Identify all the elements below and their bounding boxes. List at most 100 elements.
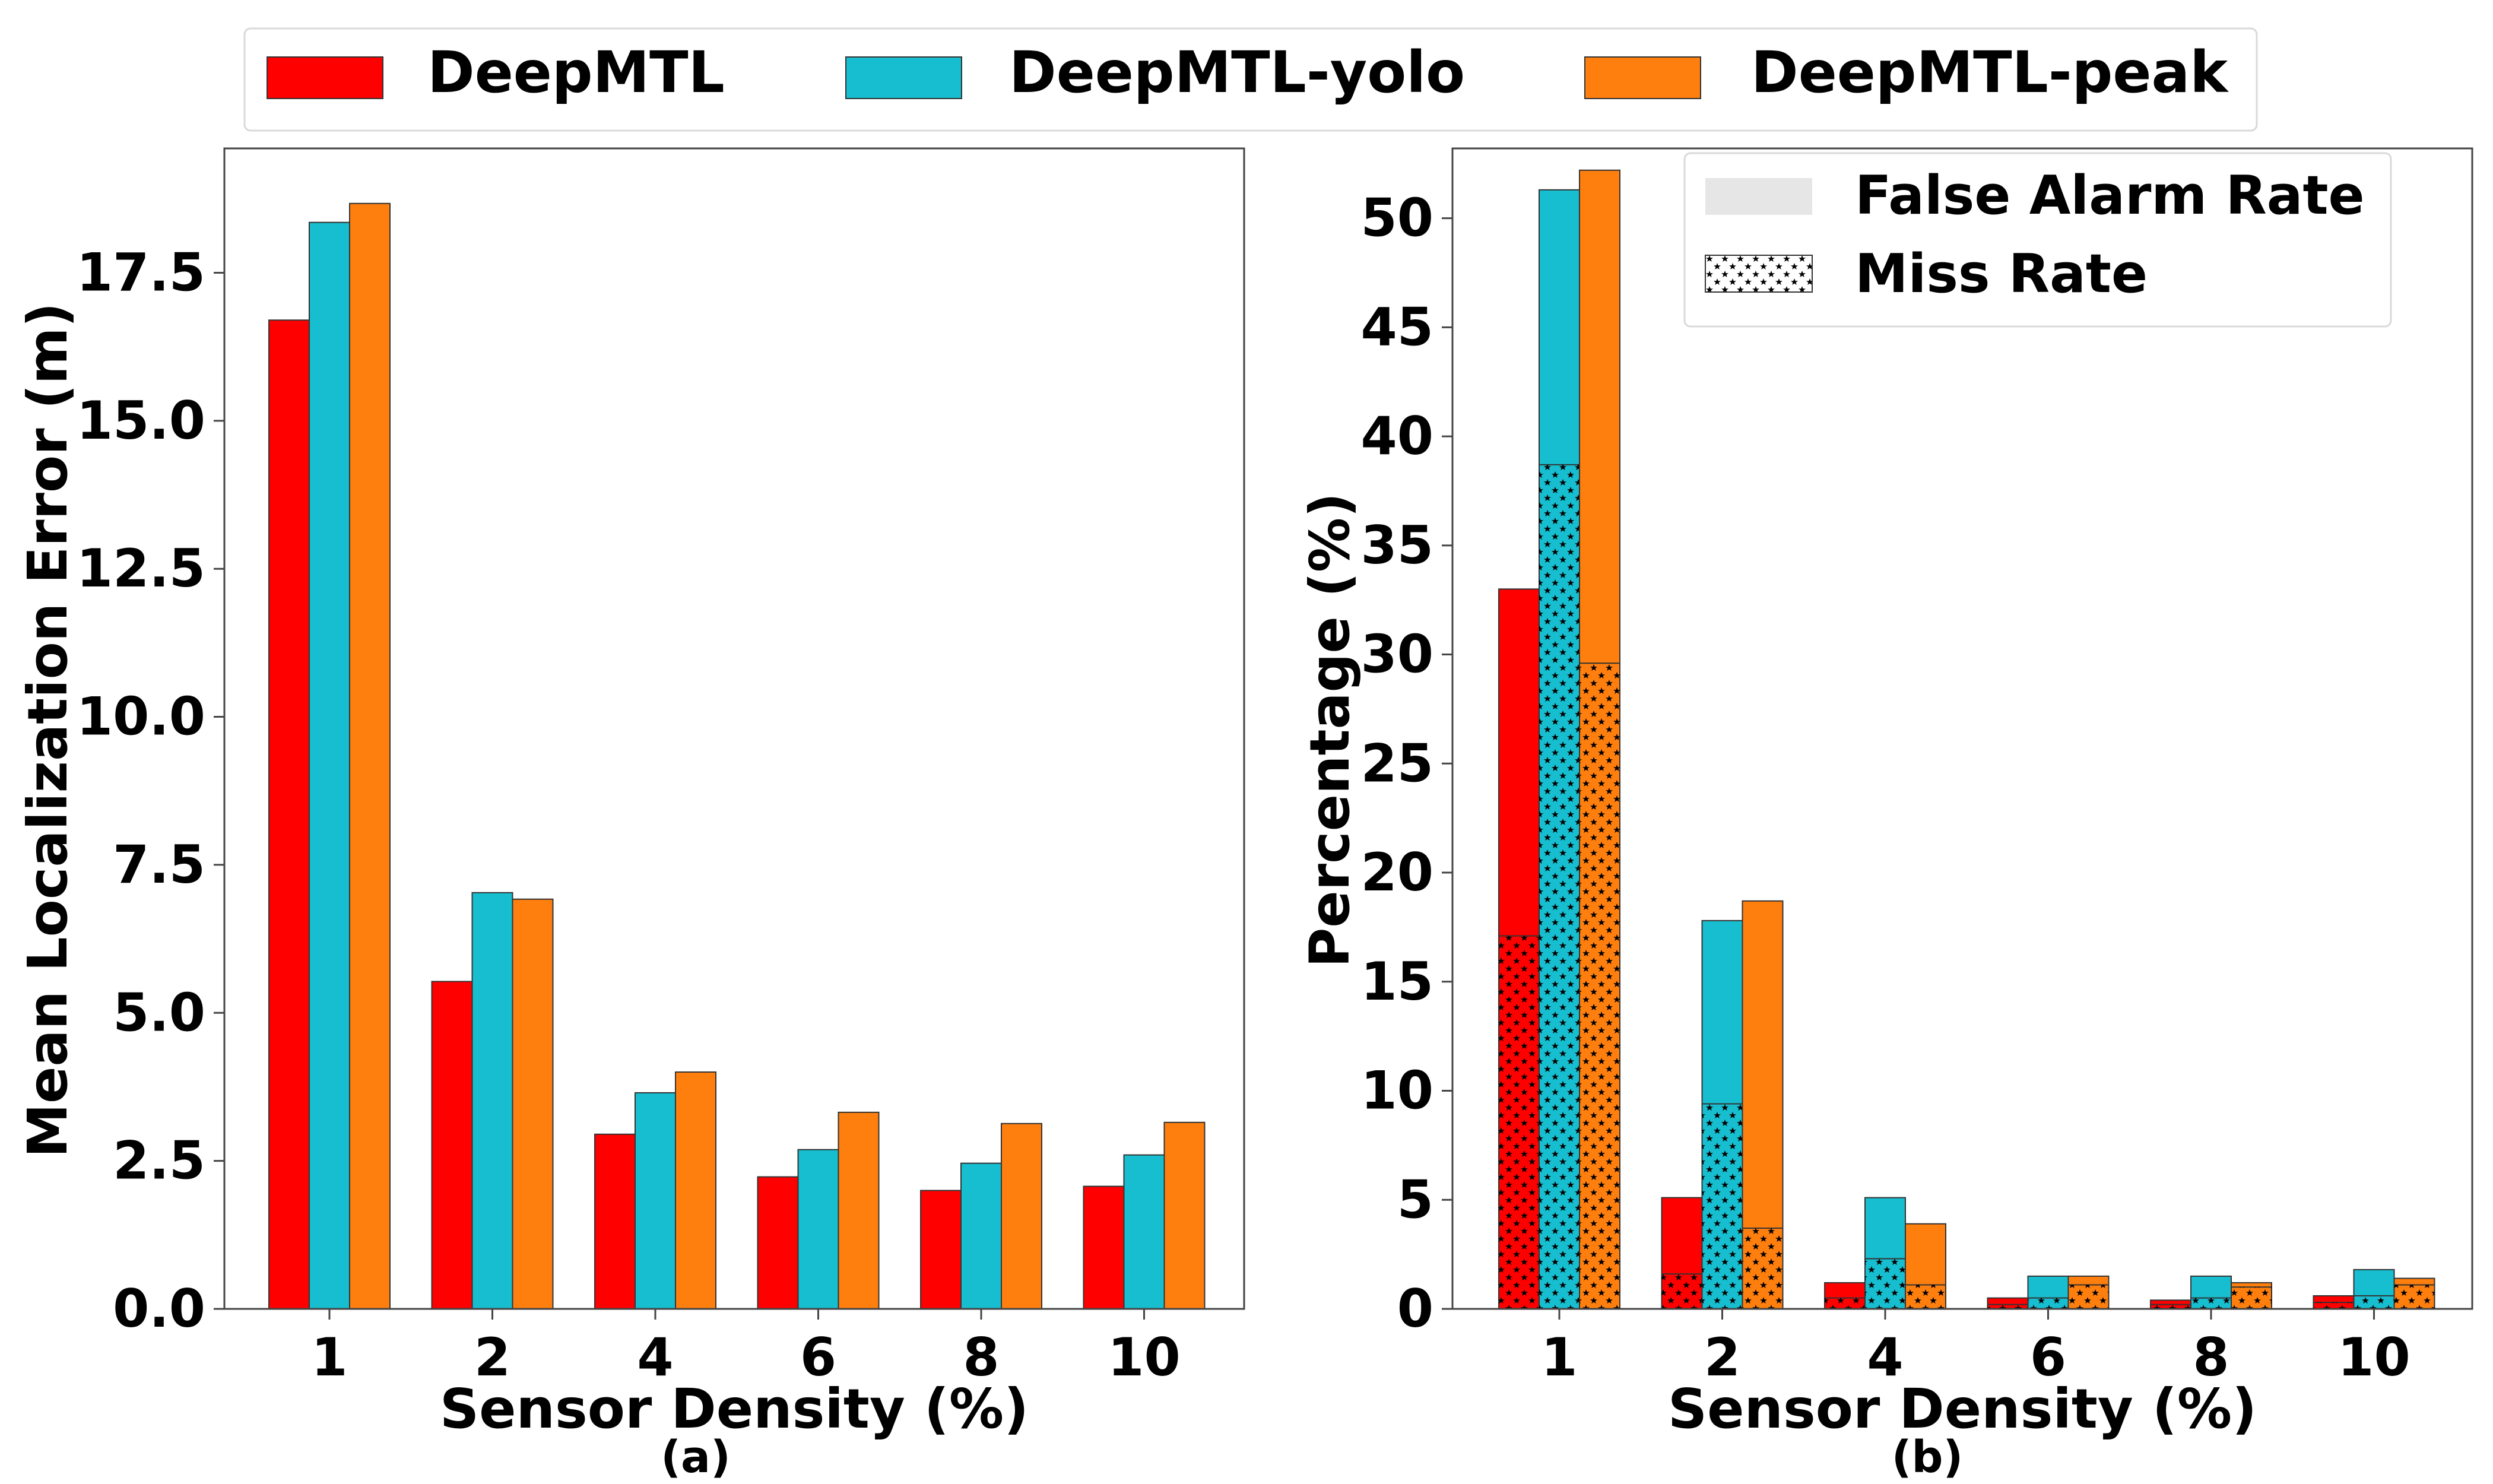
panel-b-ytick-label: 5: [1397, 1169, 1433, 1230]
panel-a-xtick-label: 1: [311, 1327, 347, 1388]
bar-deepmtl-yolo-8-miss-pattern: [2191, 1298, 2231, 1309]
bar-deepmtl-peak-2: [512, 898, 554, 1309]
top-legend: DeepMTL DeepMTL-yolo DeepMTL-peak: [243, 27, 2258, 132]
panel-b-ylabel: Percentage (%): [1298, 493, 1362, 968]
panel-b-legend-frame: [1683, 152, 2392, 328]
bar-deepmtl-peak-6-miss-pattern: [2068, 1285, 2109, 1309]
bar-deepmtl-peak-10-miss-pattern: [2394, 1285, 2435, 1309]
legend-entry-deepmtl-peak: DeepMTL-peak: [1584, 39, 2229, 106]
panel-a-ytick-label: 15.0: [77, 390, 205, 451]
panel-b-ytick-label: 20: [1361, 842, 1433, 903]
panel-a-ytick-label: 17.5: [77, 242, 205, 303]
bar-deepmtl-yolo-10: [1123, 1154, 1165, 1309]
bar-deepmtl-yolo-2-miss-pattern: [1702, 1104, 1743, 1309]
panel-b-ytick-label: 15: [1361, 951, 1433, 1012]
panel-b-caption: (b): [1892, 1432, 1964, 1483]
panel-a-ytick-label: 10.0: [77, 686, 205, 747]
panel-a-ytick-label: 12.5: [77, 538, 205, 599]
panel-b-xtick-label: 1: [1541, 1327, 1577, 1388]
bar-deepmtl-yolo-6-miss-pattern: [2028, 1298, 2069, 1309]
panel-a: 0.0 2.5 5.0 7.5 10.0 12.5 15.0 17.5 1 2 4 6 8 10 Sen…: [16, 147, 1245, 1483]
bar-deepmtl-peak-8-miss-pattern: [2231, 1287, 2272, 1309]
legend-label-miss-rate: Miss Rate: [1855, 243, 2148, 305]
panel-b-xtick-label: 8: [2193, 1327, 2229, 1388]
legend-label-deepmtl: DeepMTL: [427, 39, 725, 106]
panel-b-x-ticks: 1 2 4 6 8 10: [1541, 1309, 2410, 1388]
panel-b-ytick-label: 30: [1361, 624, 1433, 685]
legend-swatch-deepmtl: [267, 56, 383, 99]
bar-deepmtl-10-miss-pattern: [2313, 1302, 2354, 1309]
bar-deepmtl-peak-10: [1163, 1121, 1206, 1310]
bar-deepmtl-yolo-1-miss-pattern: [1539, 464, 1579, 1309]
panel-b-xtick-label: 2: [1704, 1327, 1740, 1388]
panel-b-ytick-label: 45: [1361, 296, 1433, 357]
bar-deepmtl-peak-1: [349, 202, 391, 1310]
bar-deepmtl-1: [268, 319, 310, 1309]
bar-deepmtl-peak-6: [838, 1111, 880, 1309]
legend-swatch-deepmtl-yolo: [845, 56, 962, 99]
panel-b-ytick-label: 40: [1361, 405, 1433, 467]
panel-b-ytick-label: 35: [1361, 515, 1433, 576]
legend-swatch-deepmtl-peak: [1584, 56, 1701, 99]
panel-a-ytick-label: 2.5: [113, 1130, 205, 1191]
bar-deepmtl-2: [431, 981, 473, 1310]
panel-b-ytick-label: 0: [1397, 1278, 1433, 1339]
panel-a-frame: [223, 147, 1245, 1310]
panel-a-y-ticks: 0.0 2.5 5.0 7.5 10.0 12.5 15.0 17.5: [77, 242, 224, 1339]
bar-deepmtl-8-miss-pattern: [2151, 1304, 2191, 1309]
bar-deepmtl-10: [1083, 1185, 1125, 1310]
panel-b-legend: False Alarm Rate Miss Rate: [1683, 152, 2392, 328]
legend-label-deepmtl-yolo: DeepMTL-yolo: [1009, 39, 1465, 106]
bar-deepmtl-4: [594, 1133, 636, 1309]
bar-deepmtl-yolo-8: [960, 1162, 1002, 1310]
bar-deepmtl-peak-4-miss-pattern: [1905, 1285, 1946, 1309]
bar-deepmtl-peak-2-miss-pattern: [1742, 1228, 1783, 1309]
panel-a-ytick-label: 7.5: [113, 834, 205, 895]
bar-deepmtl-1-miss-pattern: [1499, 936, 1539, 1309]
legend-label-deepmtl-peak: DeepMTL-peak: [1751, 39, 2229, 106]
bar-deepmtl-yolo-10-miss-pattern: [2354, 1295, 2394, 1309]
panel-b-y-ticks: 0 5 10 15 20 25 30 35 40 45 50: [1361, 188, 1452, 1339]
legend-entry-deepmtl: DeepMTL: [267, 39, 725, 106]
panel-a-xtick-label: 6: [800, 1327, 836, 1388]
bar-deepmtl-yolo-2: [471, 892, 513, 1309]
panel-a-xtick-label: 4: [637, 1327, 673, 1388]
panel-b-ytick-label: 10: [1361, 1060, 1433, 1121]
panel-a-ylabel: Mean Localization Error (m): [16, 302, 80, 1158]
bar-deepmtl-peak-4: [675, 1071, 716, 1309]
panel-b-xtick-label: 4: [1867, 1327, 1903, 1388]
panel-b-frame: [1451, 147, 2473, 1310]
panel-a-ytick-label: 0.0: [113, 1278, 205, 1339]
bar-deepmtl-yolo-4: [635, 1092, 676, 1310]
panel-b-ytick-label: 50: [1361, 188, 1433, 249]
panel-a-xtick-label: 10: [1108, 1327, 1180, 1388]
legend-swatch-false-alarm: [1705, 178, 1812, 215]
bar-deepmtl-2-miss-pattern: [1661, 1274, 1702, 1309]
panel-a-x-ticks: 1 2 4 6 8 10: [311, 1309, 1181, 1388]
panel-a-bars: [268, 202, 1206, 1310]
panel-a-ytick-label: 5.0: [113, 982, 205, 1043]
panel-b-xlabel: Sensor Density (%): [1668, 1377, 2257, 1441]
panel-a-xtick-label: 8: [963, 1327, 999, 1388]
panel-b-xtick-label: 6: [2030, 1327, 2066, 1388]
panel-b-xtick-label: 10: [2337, 1327, 2410, 1388]
bar-deepmtl-8: [920, 1190, 962, 1310]
top-legend-frame: [243, 27, 2258, 132]
bar-deepmtl-yolo-6: [797, 1149, 839, 1310]
panel-a-caption: (a): [661, 1432, 731, 1483]
bar-deepmtl-peak-1-miss-pattern: [1579, 663, 1620, 1309]
bar-deepmtl-yolo-1: [309, 221, 350, 1309]
panel-b-bars: [1498, 169, 2435, 1310]
legend-label-false-alarm: False Alarm Rate: [1855, 164, 2365, 227]
bar-deepmtl-yolo-4-miss-pattern: [1865, 1258, 1905, 1309]
bar-deepmtl-peak-8: [1001, 1122, 1042, 1309]
panel-a-xlabel: Sensor Density (%): [440, 1377, 1029, 1441]
bar-deepmtl-6: [757, 1176, 799, 1309]
panel-a-xtick-label: 2: [474, 1327, 510, 1388]
legend-entry-deepmtl-yolo: DeepMTL-yolo: [845, 39, 1465, 106]
panel-b: 0 5 10 15 20 25 30 35 40 45 50 1 2 4 6 8 10 Sensor Dens…: [1298, 147, 2473, 1483]
bar-deepmtl-6-miss-pattern: [1987, 1304, 2028, 1309]
legend-swatch-miss-rate: [1705, 255, 1813, 293]
panel-b-ytick-label: 25: [1361, 733, 1433, 794]
